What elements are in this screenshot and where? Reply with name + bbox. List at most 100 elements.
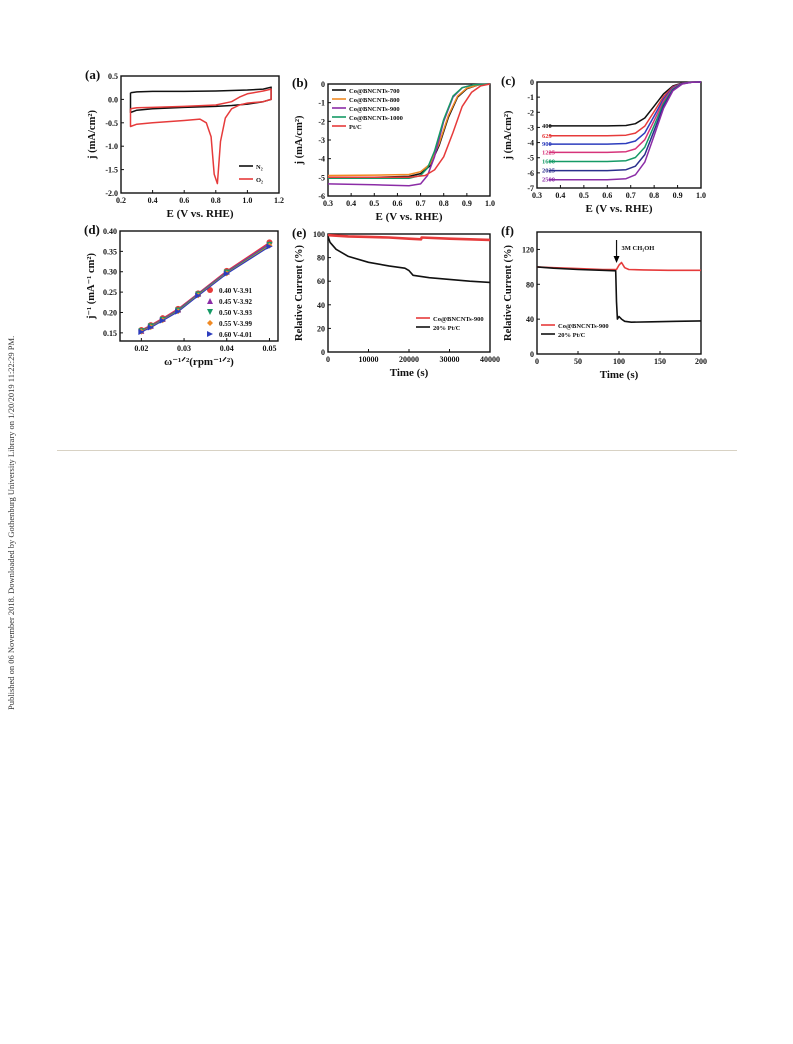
- x-tick-label: 1.0: [242, 196, 252, 205]
- y-tick-label: 80: [526, 280, 534, 289]
- legend-n2-label: N₂: [256, 164, 263, 171]
- panel-label: (c): [501, 73, 515, 88]
- x-tick-label: 50: [574, 357, 582, 366]
- x-tick-label: 0.4: [148, 196, 158, 205]
- legend-item-2-label: Co@BNCNTs-900: [349, 106, 400, 113]
- x-tick-label: 1.2: [274, 196, 284, 205]
- side-note-text: Published on 06 November 2018. Downloade…: [6, 336, 16, 710]
- y-tick-label: -2: [318, 117, 325, 126]
- y-tick-label: 0.25: [103, 288, 117, 297]
- x-axis-label: E (V vs. RHE): [585, 203, 652, 215]
- rpm-label-1225: 1225: [542, 149, 556, 156]
- y-tick-label: -2.0: [105, 189, 118, 198]
- x-tick-label: 0.3: [323, 199, 333, 208]
- rpm-label-900: 900: [542, 141, 552, 148]
- x-axis-label: ω⁻¹ᐟ²(rpm⁻¹ᐟ²): [164, 356, 234, 368]
- x-tick-label: 0.6: [179, 196, 189, 205]
- panel-a: 0.2 0.4 0.6 0.8 1.0 1.2 0.5 0.0 -0.5 -1.0 -1.5 -2.0…: [85, 67, 284, 220]
- x-tick-label: 0.7: [416, 199, 426, 208]
- y-tick-label: 80: [317, 254, 325, 263]
- x-tick-label: 0.04: [220, 344, 234, 353]
- rpm-label-625: 625: [542, 133, 553, 140]
- data-point: [266, 243, 273, 250]
- side-note-svg: Published on 06 November 2018. Downloade…: [6, 336, 16, 710]
- panel-label: (e): [292, 225, 306, 240]
- rpm-curve-1225: [548, 81, 702, 154]
- y-tick-label: -4: [318, 155, 325, 164]
- y-tick-label: -5: [318, 173, 325, 182]
- series-line-1: [327, 236, 491, 284]
- legend-item-3-label: Co@BNCNTs-1000: [349, 115, 403, 122]
- x-tick-label: 0.03: [177, 344, 191, 353]
- y-tick-label: 120: [522, 245, 534, 254]
- x-tick-label: 1.0: [696, 191, 706, 200]
- x-tick-label: 0.2: [116, 196, 126, 205]
- x-tick-label: 0.6: [602, 191, 612, 200]
- legend-pt-label: 20% Pt/C: [558, 332, 586, 339]
- y-tick-label: 0.0: [108, 95, 118, 104]
- series-line-0: [327, 233, 491, 242]
- x-tick-label: 0.02: [134, 344, 148, 353]
- panel-c: 0.3 0.4 0.5 0.6 0.7 0.8 0.9 1.0 0 -1 -2 -3 -4 -5 -6 -7 (…: [501, 73, 706, 215]
- y-tick-label: 40: [526, 315, 534, 324]
- x-tick-label: 0.05: [262, 344, 276, 353]
- x-tick-label: 100: [613, 357, 625, 366]
- methanol-annotation: 3M CH₃OH: [622, 245, 655, 252]
- panel-d: 0.02 0.03 0.04 0.05 0.40 0.35 0.30 0.25 0.20 0.15…: [84, 222, 279, 368]
- x-tick-label: 0.6: [392, 199, 402, 208]
- legend-marker-2: [207, 309, 213, 315]
- y-axis-label: j⁻¹ (mA⁻¹ cm²): [86, 253, 97, 321]
- rpm-curve-625: [548, 81, 702, 137]
- y-tick-label: -1: [527, 93, 534, 102]
- y-tick-label: -1: [318, 99, 325, 108]
- x-tick-label: 40000: [480, 355, 500, 364]
- y-tick-label: -3: [527, 123, 534, 132]
- x-tick-label: 0.4: [555, 191, 565, 200]
- y-tick-label: 0.35: [103, 247, 117, 256]
- rpm-label-400: 400: [542, 123, 552, 130]
- x-tick-label: 0: [535, 357, 539, 366]
- y-tick-label: 20: [317, 324, 325, 333]
- x-tick-label: 20000: [399, 355, 419, 364]
- x-tick-label: 0.4: [346, 199, 356, 208]
- x-tick-label: 10000: [359, 355, 379, 364]
- y-axis-label: Relative Current (%): [294, 244, 305, 341]
- y-tick-label: 0: [321, 80, 325, 89]
- y-tick-label: 0.15: [103, 329, 117, 338]
- legend-o2-label: O₂: [256, 177, 263, 184]
- y-tick-label: -3: [318, 136, 325, 145]
- y-axis-label: Relative Current (%): [503, 244, 514, 341]
- data-point: [175, 308, 182, 315]
- rpm-label-2500: 2500: [542, 177, 555, 184]
- panel-label: (b): [292, 75, 308, 90]
- x-tick-label: 0: [326, 355, 330, 364]
- legend-label-3: 0.55 V-3.99: [219, 320, 252, 328]
- legend-item-1-label: Co@BNCNTs-800: [349, 97, 400, 104]
- legend-marker-3: [207, 320, 213, 326]
- series-line-n2: [129, 86, 272, 114]
- y-tick-label: 0: [530, 350, 534, 359]
- y-axis-label: j (mA/cm²): [503, 110, 514, 160]
- y-tick-label: 0.5: [108, 72, 118, 81]
- legend-label-4: 0.60 V-4.01: [219, 331, 252, 339]
- panel-e: 0 10000 20000 30000 40000 100 80 60 40 20 0 (e) Time…: [292, 225, 500, 379]
- rpm-label-2025: 2025: [542, 168, 556, 175]
- x-tick-label: 0.5: [579, 191, 589, 200]
- x-axis-label: E (V vs. RHE): [166, 208, 233, 220]
- y-tick-label: 100: [313, 230, 325, 239]
- y-tick-label: 0.30: [103, 268, 117, 277]
- y-tick-label: 60: [317, 277, 325, 286]
- y-tick-label: 0: [530, 78, 534, 87]
- x-axis-label: Time (s): [390, 367, 429, 379]
- x-axis-label: E (V vs. RHE): [375, 211, 442, 223]
- data-point: [223, 270, 230, 277]
- y-axis-label: j (mA/cm²): [294, 115, 305, 165]
- rpm-curve-1600: [548, 81, 702, 163]
- y-tick-label: 0.40: [103, 227, 117, 236]
- x-tick-label: 1.0: [485, 199, 495, 208]
- data-point: [147, 324, 154, 331]
- panel-b: 0.3 0.4 0.5 0.6 0.7 0.8 0.9 1.0 0 -1 -2 -3 -4 -5 -6 (b)…: [292, 75, 495, 223]
- y-tick-label: 0: [321, 348, 325, 357]
- x-tick-label: 30000: [440, 355, 460, 364]
